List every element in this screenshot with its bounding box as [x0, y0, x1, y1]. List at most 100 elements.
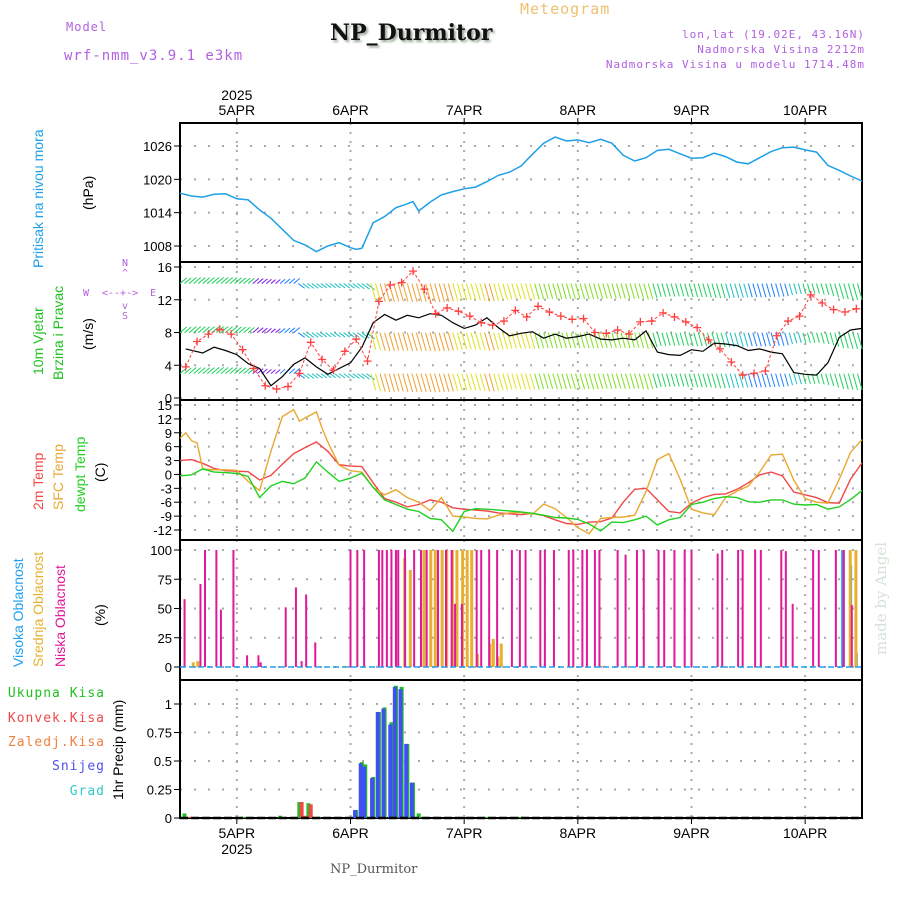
wind-barb [779, 283, 785, 297]
wind-barb [652, 332, 658, 348]
wind-barb [447, 332, 454, 351]
wind-barb [706, 373, 712, 388]
wind-barb [261, 278, 268, 284]
wind-barb [593, 373, 599, 390]
wind-barb [211, 276, 220, 284]
wind-gust-marker [795, 312, 804, 321]
wind-barb [575, 283, 581, 300]
wind-barb [538, 283, 545, 300]
wind-barb [270, 279, 276, 284]
wind-barb [802, 332, 807, 344]
wind-barb [357, 373, 365, 380]
wind-barb [506, 283, 513, 300]
model-name: wrf-nmm_v3.9.1 e3km [64, 48, 244, 64]
wind-barb [465, 373, 472, 391]
wind-barb [547, 373, 554, 390]
bottom-date-label: 7APR [446, 825, 483, 841]
cloud-bar-niska-oblacnost [784, 551, 787, 667]
wind-gust-marker [556, 312, 565, 321]
pressure-series-pritisak-na-nivou-mora [179, 136, 863, 253]
wind-barb [684, 373, 689, 387]
wind-gust-marker [613, 326, 622, 335]
wind-barb [811, 283, 816, 294]
wind-gust-marker [227, 330, 236, 339]
wind-barb [497, 283, 504, 301]
precip-bar-konvek-kisa [187, 816, 192, 818]
wind-barb [829, 332, 835, 346]
wind-gust-marker [431, 309, 440, 318]
wind-barb [429, 283, 436, 303]
wind-barb [279, 278, 286, 284]
wind-compass: N ^ W <--+-> E v S [80, 258, 170, 328]
y-tick-label: 6 [165, 440, 172, 455]
precip-bar-snijeg [370, 778, 375, 818]
wind-barb [402, 283, 409, 302]
y-tick-label: 4 [165, 358, 172, 373]
wind-barb [484, 332, 491, 351]
pressure-panel: 1008 1014 1020 1026 [143, 122, 863, 263]
wind-gust-marker [204, 330, 213, 339]
wind-barb [202, 277, 211, 284]
cloud-bar-niska-oblacnost [635, 550, 638, 667]
cloud-bar-niska-oblacnost [377, 550, 380, 667]
wind-barb [838, 283, 845, 299]
wind-barb [775, 283, 780, 297]
wind-barb [370, 373, 377, 391]
y-tick-label: 1 [165, 697, 172, 712]
wind-barb [470, 332, 477, 350]
wind-barb [420, 283, 427, 302]
wind-barb [452, 332, 459, 351]
wind-gust-marker [499, 317, 508, 326]
wind-barb [625, 373, 631, 389]
wind-barb [734, 283, 740, 298]
wind-gust-marker [693, 323, 702, 332]
cloud-bar-niska-oblacnost [488, 550, 491, 667]
cloud-bar-niska-oblacnost [397, 550, 400, 667]
cloud-bar-niska-oblacnost [593, 550, 596, 667]
wind-gust-marker [647, 317, 656, 326]
wind-barb [643, 373, 649, 390]
wind-gust-marker [249, 364, 258, 373]
wind-barb [411, 373, 418, 392]
wind-gust-marker [545, 308, 554, 317]
wind-barb [515, 283, 522, 300]
wind-barb [484, 283, 491, 302]
wind-barb [806, 373, 811, 384]
y-tick-label: -12 [153, 523, 172, 538]
wind-gust-marker [522, 312, 531, 321]
wind-barb [693, 283, 699, 298]
wind-barb [515, 373, 522, 390]
wind-barb [461, 373, 468, 391]
cloud-bar-niska-oblacnost [305, 594, 308, 667]
cloud-bar-srednja-oblacnost [465, 550, 469, 667]
wind-barb [425, 373, 432, 393]
wind-barb [320, 373, 328, 379]
wind-barb [675, 283, 680, 297]
precip-bar-snijeg [398, 689, 403, 818]
wind-barb [829, 283, 835, 297]
wind-barb [856, 373, 863, 391]
cloud-bar-niska-oblacnost [585, 550, 588, 667]
wind-barb [425, 332, 432, 352]
precip-bar-ukupna-kisa [297, 802, 302, 818]
wind-barb [834, 283, 840, 298]
wind-barb [234, 277, 242, 284]
cloud-bar-niska-oblacnost [419, 550, 422, 667]
wind-barb [766, 332, 771, 347]
wind-barb [256, 368, 264, 375]
wind-barb [852, 373, 859, 391]
wind-gust-marker [409, 267, 418, 276]
wind-barb [561, 373, 567, 390]
wind-barb [179, 277, 188, 284]
wind-barb [456, 283, 463, 301]
wind-barb [388, 332, 395, 351]
wind-barb [511, 283, 517, 300]
wind-gust-marker [750, 369, 759, 378]
cloud-bar-niska-oblacnost [683, 550, 686, 667]
wind-barb [847, 332, 854, 349]
cloud-bar-niska-oblacnost [404, 550, 407, 667]
wind-barb [411, 332, 418, 352]
wind-barb [311, 283, 319, 289]
wind-barb [325, 373, 332, 379]
wind-barb [184, 277, 192, 284]
